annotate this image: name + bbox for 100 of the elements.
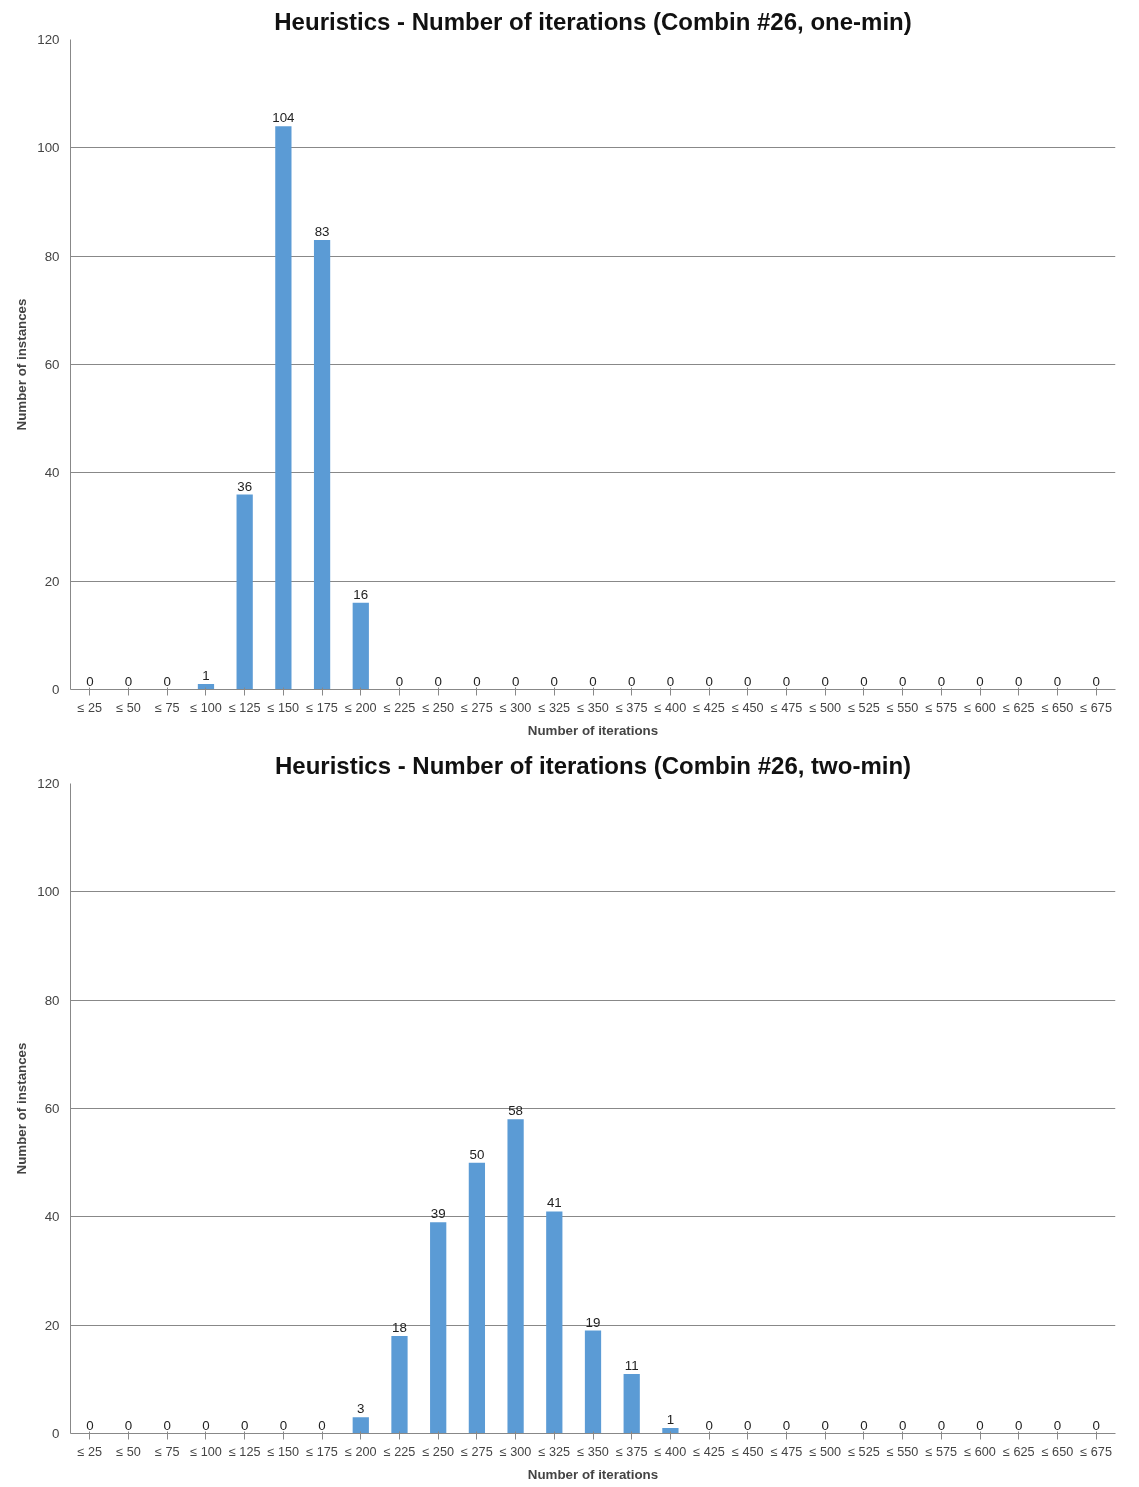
x-tick-label: ≤ 325	[538, 700, 571, 715]
y-tick-label: 100	[37, 140, 60, 156]
x-tick-label: ≤ 200	[344, 1444, 377, 1459]
y-tick-label: 0	[52, 1426, 60, 1441]
data-label: 0	[937, 673, 946, 689]
data-label: 0	[163, 673, 171, 689]
data-label: 0	[782, 1417, 791, 1433]
data-label: 1	[202, 668, 210, 684]
x-tick-label: ≤ 625	[1002, 700, 1035, 715]
x-tick-label: ≤ 150	[267, 1444, 300, 1459]
data-label: 0	[1092, 673, 1100, 689]
data-label: 0	[744, 1417, 752, 1433]
x-tick-label: ≤ 375	[615, 1444, 648, 1459]
x-tick-label: ≤ 325	[538, 1444, 571, 1459]
data-label: 0	[937, 1417, 946, 1433]
y-tick-label: 20	[44, 573, 60, 589]
x-tick-label: ≤ 400	[654, 1444, 687, 1459]
data-label: 0	[240, 1417, 249, 1433]
x-axis-title: Number of iterations	[527, 722, 659, 738]
x-tick-label: ≤ 75	[154, 700, 180, 715]
bar	[236, 494, 253, 690]
data-label: 0	[744, 673, 752, 689]
x-tick-label: ≤ 300	[499, 1444, 532, 1459]
x-tick-label: ≤ 575	[925, 700, 958, 715]
chart-title: Heuristics - Number of iterations (Combin #26, two-min)	[274, 751, 912, 779]
x-tick-label: ≤ 250	[422, 1444, 454, 1459]
data-label: 18	[392, 1320, 407, 1335]
data-label: 3	[357, 1401, 365, 1417]
x-tick-label: ≤ 175	[306, 1444, 338, 1459]
data-label: 58	[508, 1103, 524, 1119]
data-label: 0	[666, 673, 675, 689]
data-label: 0	[1092, 1417, 1100, 1433]
x-tick-label: ≤ 525	[848, 1444, 880, 1459]
bar	[313, 239, 331, 690]
x-tick-label: ≤ 500	[809, 1444, 842, 1459]
bar	[275, 126, 292, 690]
x-tick-label: ≤ 675	[1080, 700, 1112, 715]
x-tick-label: ≤ 500	[809, 700, 842, 715]
data-label: 0	[1053, 1417, 1062, 1433]
x-tick-label: ≤ 675	[1080, 1444, 1112, 1459]
y-tick-label: 120	[37, 776, 60, 791]
bar	[430, 1222, 447, 1434]
data-label: 0	[163, 1417, 171, 1433]
y-tick-label: 40	[44, 465, 60, 481]
data-label: 11	[624, 1357, 639, 1373]
y-tick-label: 40	[44, 1209, 60, 1225]
x-tick-label: ≤ 350	[577, 700, 609, 715]
x-tick-label: ≤ 275	[461, 700, 493, 715]
x-tick-label: ≤ 450	[732, 1444, 764, 1459]
x-tick-label: ≤ 300	[499, 700, 532, 715]
x-tick-label: ≤ 475	[770, 1444, 803, 1459]
y-tick-label: 20	[44, 1317, 60, 1333]
x-tick-label: ≤ 525	[848, 700, 880, 715]
data-label: 0	[782, 673, 791, 689]
data-label: 0	[898, 1417, 907, 1433]
y-tick-label: 60	[44, 1101, 60, 1116]
x-tick-label: ≤ 550	[886, 1444, 919, 1459]
data-label: 41	[546, 1195, 562, 1211]
bar	[662, 1428, 679, 1434]
x-tick-label: ≤ 600	[964, 700, 996, 715]
data-label: 39	[430, 1206, 446, 1222]
data-label: 0	[550, 673, 559, 689]
data-label: 0	[628, 673, 636, 689]
x-tick-label: ≤ 375	[615, 700, 648, 715]
bar	[391, 1336, 408, 1434]
y-tick-label: 80	[44, 992, 60, 1008]
x-tick-label: ≤ 125	[228, 1444, 261, 1459]
x-tick-label: ≤ 575	[925, 1444, 958, 1459]
data-label: 0	[86, 1417, 94, 1433]
y-tick-label: 60	[44, 357, 60, 372]
x-tick-label: ≤ 25	[77, 700, 103, 715]
x-tick-label: ≤ 100	[190, 1444, 222, 1459]
x-tick-label: ≤ 25	[77, 1444, 103, 1459]
bar	[507, 1119, 524, 1434]
x-tick-label: ≤ 425	[693, 700, 725, 715]
data-label: 0	[124, 1417, 133, 1433]
bar	[352, 1417, 369, 1434]
x-tick-label: ≤ 50	[116, 700, 141, 715]
data-label: 0	[705, 1417, 713, 1433]
y-tick-label: 80	[44, 248, 60, 264]
x-tick-label: ≤ 650	[1041, 1444, 1074, 1459]
x-tick-label: ≤ 100	[190, 700, 222, 715]
x-tick-label: ≤ 600	[964, 1444, 996, 1459]
x-tick-label: ≤ 475	[770, 700, 803, 715]
data-label: 0	[318, 1417, 326, 1433]
y-axis-title: Number of instances	[14, 298, 30, 431]
data-label: 0	[898, 673, 907, 689]
x-tick-label: ≤ 200	[344, 700, 377, 715]
y-tick-label: 120	[37, 32, 60, 47]
x-tick-label: ≤ 250	[422, 700, 454, 715]
data-label: 104	[272, 110, 296, 126]
bar	[197, 684, 215, 690]
data-label: 16	[353, 586, 369, 602]
data-label: 1	[666, 1412, 675, 1428]
data-label: 0	[86, 673, 94, 689]
data-label: 0	[860, 1417, 868, 1433]
data-label: 0	[1015, 673, 1023, 689]
data-label: 0	[821, 673, 829, 689]
data-label: 50	[469, 1146, 485, 1162]
data-label: 0	[976, 1417, 984, 1433]
